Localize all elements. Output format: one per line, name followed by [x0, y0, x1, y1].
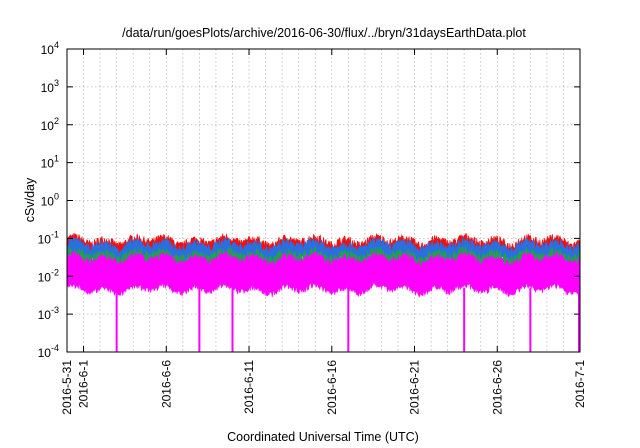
chart-title: /data/run/goesPlots/archive/2016-06-30/f…	[122, 26, 526, 40]
y-tick-label-exponent: 2	[54, 116, 59, 126]
x-tick-label: 2016-6-1	[77, 360, 91, 408]
y-tick-label: 101	[41, 154, 59, 171]
y-tick-label: 104	[41, 40, 59, 57]
y-tick-label-exponent: -1	[51, 229, 59, 239]
y-tick-label-base: 10	[38, 270, 52, 284]
y-tick-label: 102	[41, 116, 59, 133]
y-tick-label-base: 10	[41, 157, 55, 171]
y-tick-label-base: 10	[41, 81, 55, 95]
x-tick-label: 2016-6-11	[242, 360, 256, 414]
y-tick-label-exponent: 3	[54, 78, 59, 88]
y-tick-label-base: 10	[41, 195, 55, 209]
dropout-spike	[529, 287, 532, 352]
dropout-spike	[578, 287, 580, 352]
y-tick-label-exponent: 0	[54, 192, 59, 202]
x-tick-label: 2016-6-26	[490, 360, 504, 415]
y-tick-label: 10-1	[38, 229, 59, 246]
x-tick-label: 2016-6-6	[159, 360, 173, 408]
y-tick-label-base: 10	[38, 346, 52, 360]
x-axis-label: Coordinated Universal Time (UTC)	[227, 430, 419, 444]
y-tick-label: 10-2	[38, 267, 59, 284]
dropout-spike	[115, 287, 118, 352]
y-tick-label: 10-4	[38, 343, 59, 360]
y-tick-label-base: 10	[41, 119, 55, 133]
y-axis-label: cSv/day	[23, 177, 37, 222]
dropout-spike	[198, 287, 201, 352]
y-tick-label-base: 10	[38, 308, 52, 322]
y-tick-label-base: 10	[38, 232, 52, 246]
y-tick-label-exponent: 4	[54, 40, 59, 50]
plot-area	[66, 232, 581, 352]
y-tick-label-exponent: -4	[51, 343, 59, 353]
x-tick-label: 2016-6-16	[325, 360, 339, 415]
y-tick-label: 10-3	[38, 305, 59, 322]
y-tick-label-base: 10	[41, 43, 55, 57]
y-tick-label: 100	[41, 192, 59, 209]
y-tick-label-exponent: -3	[51, 305, 59, 315]
x-tick-label: 2016-6-21	[408, 360, 422, 415]
dropout-spike	[347, 287, 350, 352]
grid-lines	[67, 48, 580, 353]
x-axis: 2016-5-31 2016-6-1 2016-6-6 2016-6-11 2016-6…	[60, 49, 587, 415]
y-tick-label-exponent: -2	[51, 267, 59, 277]
x-tick-label: 2016-5-31	[60, 360, 74, 415]
y-tick-label: 103	[41, 78, 59, 95]
dropout-spike	[463, 287, 466, 352]
y-tick-label-exponent: 1	[54, 154, 59, 164]
dropout-spike	[231, 287, 234, 352]
x-tick-label: 2016-7-1	[573, 360, 587, 408]
